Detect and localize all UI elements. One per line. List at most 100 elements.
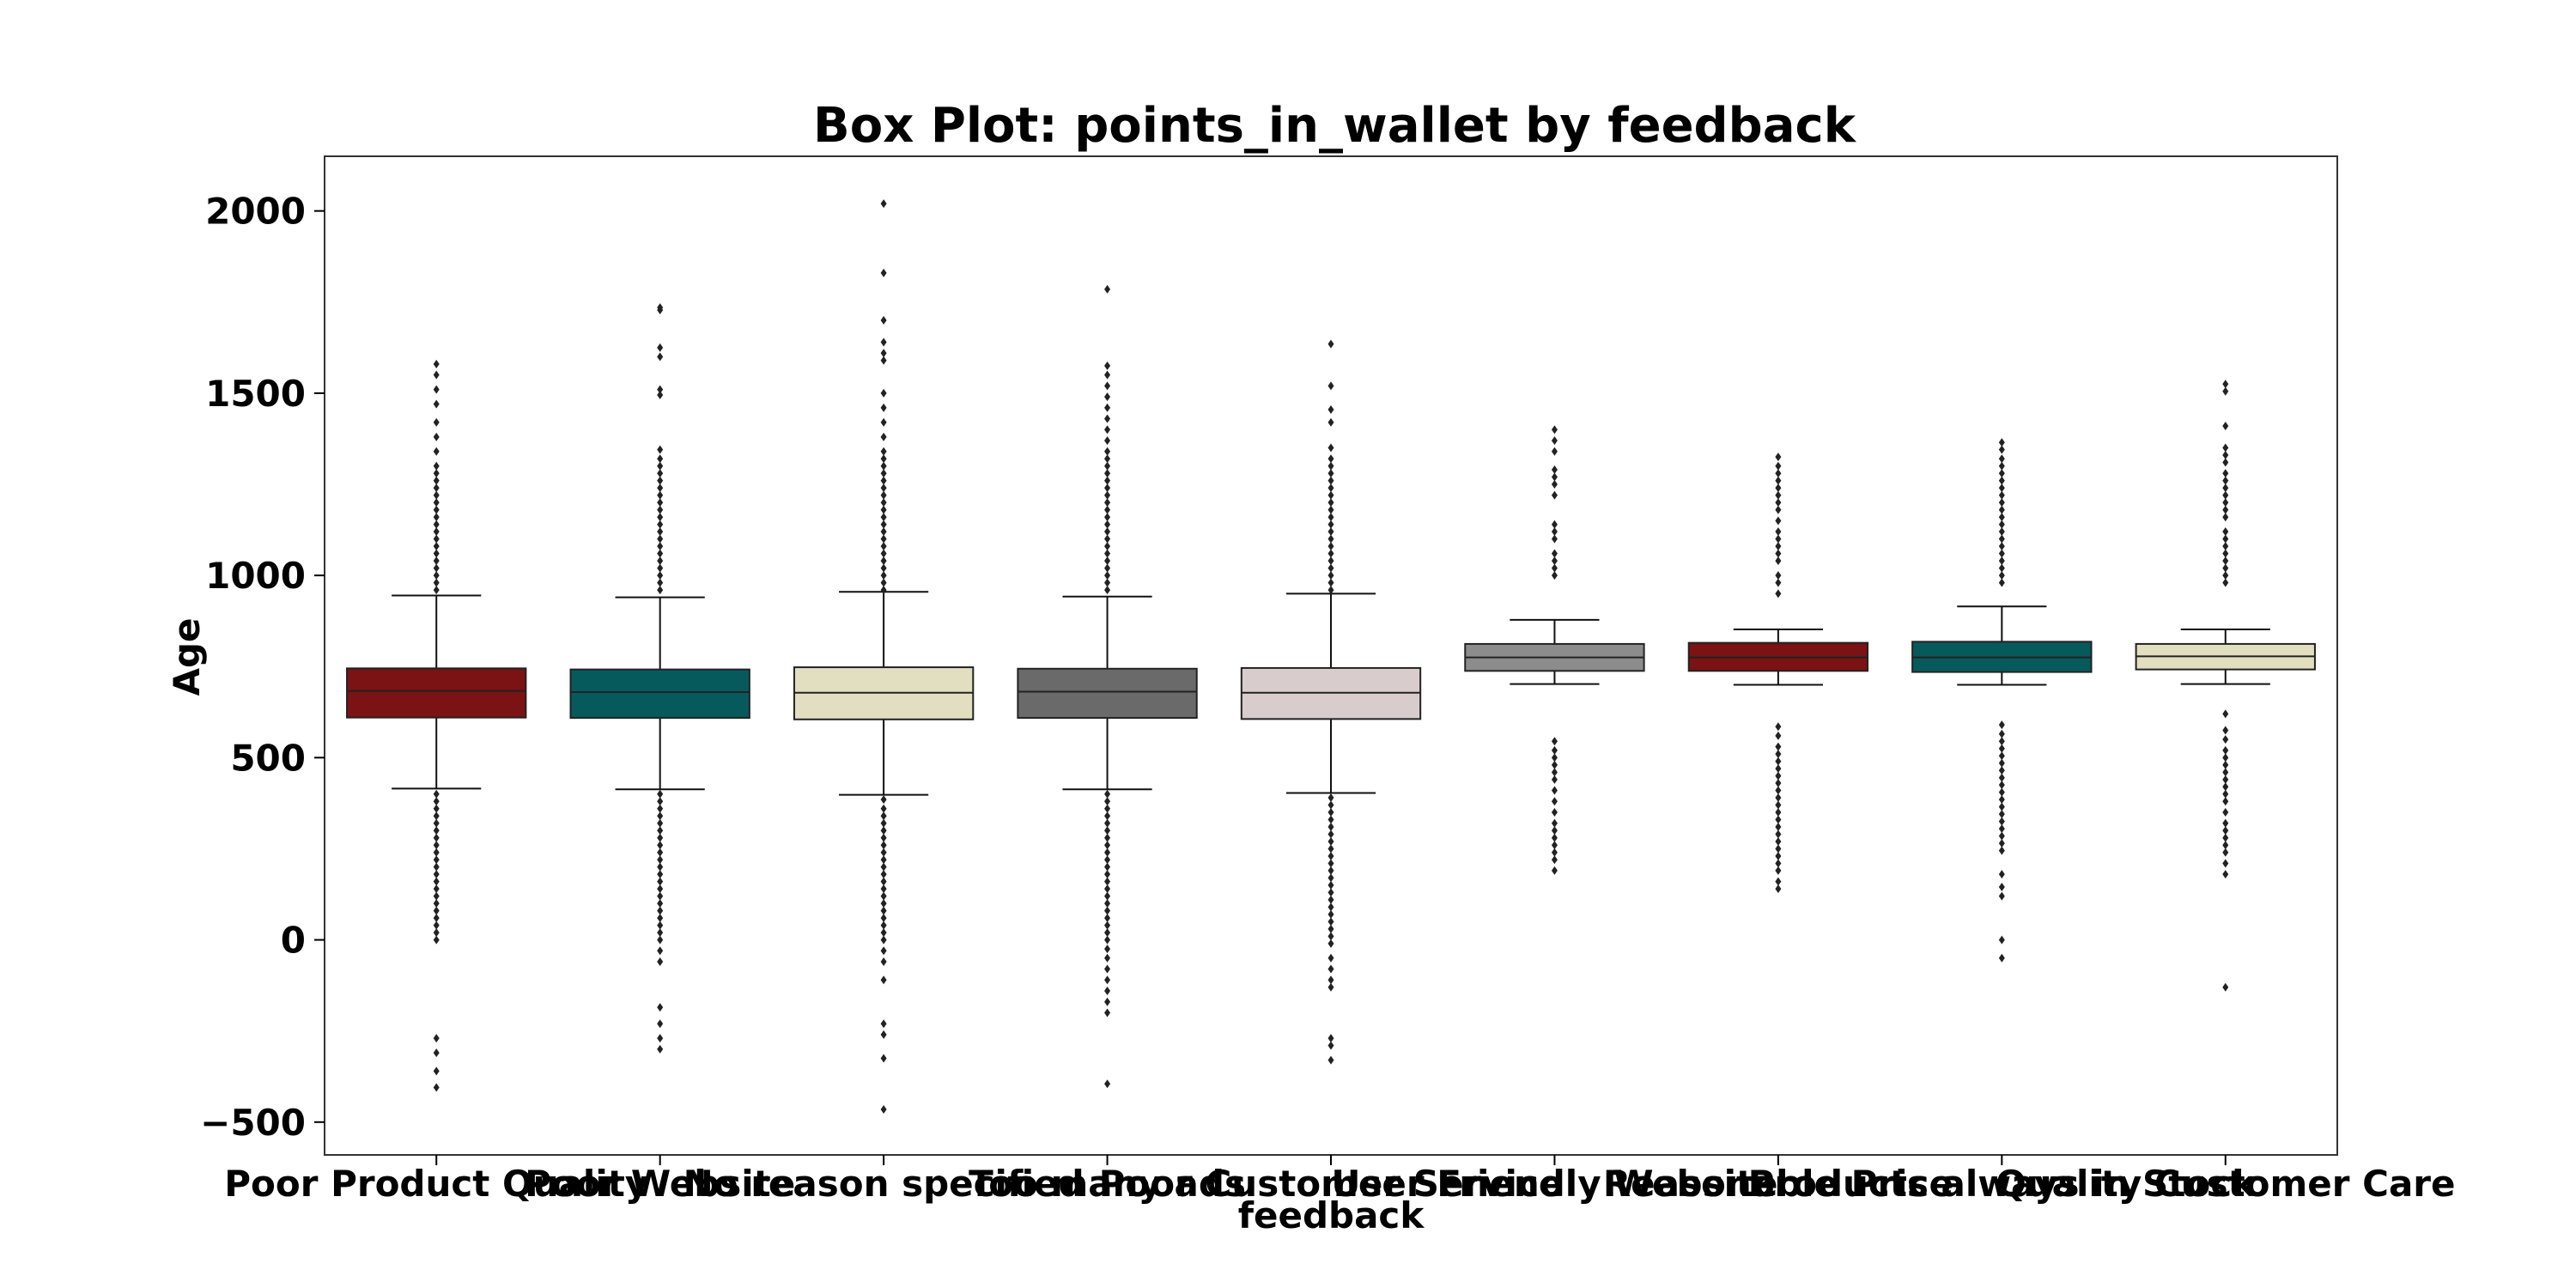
outlier-point — [1327, 461, 1334, 471]
outlier-point — [1327, 469, 1334, 478]
outlier-point — [1327, 822, 1334, 831]
outlier-point — [657, 527, 664, 537]
outlier-point — [1104, 1079, 1111, 1089]
outlier-point — [1775, 764, 1782, 774]
outlier-point — [1327, 578, 1334, 587]
x-tick-label: Poor Product Quality — [224, 1163, 648, 1205]
outlier-point — [1104, 461, 1111, 471]
outlier-point — [1104, 519, 1111, 529]
outlier-point — [433, 527, 440, 537]
outlier-point — [1998, 883, 2005, 892]
outlier-point — [1775, 453, 1782, 462]
outlier-point — [1998, 720, 2005, 730]
outlier-point — [433, 811, 440, 821]
outlier-point — [433, 586, 440, 595]
outlier-point — [433, 826, 440, 835]
outlier-point — [1104, 855, 1111, 865]
y-tick-label: 1000 — [205, 555, 306, 597]
outlier-point — [1104, 891, 1111, 901]
outlier-point — [1551, 841, 1558, 850]
outlier-point — [1998, 824, 2005, 834]
outlier-point — [657, 391, 664, 400]
outlier-point — [1775, 516, 1782, 526]
outlier-point — [1775, 877, 1782, 886]
outlier-point — [1775, 469, 1782, 478]
outlier-point — [657, 862, 664, 872]
box-group — [569, 303, 750, 1054]
outlier-point — [1775, 884, 1782, 894]
outlier-point — [1104, 811, 1111, 821]
outlier-point — [1104, 284, 1111, 294]
outlier-point — [880, 417, 887, 427]
box-series — [346, 199, 2316, 1114]
outlier-point — [1775, 866, 1782, 875]
box-group — [1911, 438, 2093, 963]
outlier-point — [880, 884, 887, 894]
outlier-point — [1998, 445, 2005, 454]
outlier-point — [433, 884, 440, 894]
outlier-point — [1551, 848, 1558, 857]
outlier-point — [433, 841, 440, 850]
outlier-point — [433, 399, 440, 409]
outlier-point — [1327, 829, 1334, 839]
box-iqr — [569, 668, 750, 720]
outlier-point — [880, 877, 887, 886]
outlier-point — [880, 935, 887, 945]
outlier-point — [433, 818, 440, 828]
outlier-point — [880, 906, 887, 915]
outlier-point — [880, 469, 887, 478]
outlier-point — [880, 841, 887, 850]
outlier-point — [880, 848, 887, 857]
outlier-point — [880, 571, 887, 580]
outlier-point — [1551, 436, 1558, 446]
y-tick-label: 1500 — [205, 373, 306, 415]
outlier-point — [1998, 469, 2005, 478]
outlier-point — [1775, 476, 1782, 485]
outlier-point — [657, 549, 664, 558]
outlier-point — [1775, 498, 1782, 507]
outlier-point — [1104, 964, 1111, 974]
outlier-point — [1775, 483, 1782, 493]
outlier-point — [1551, 490, 1558, 500]
outlier-point — [1104, 841, 1111, 850]
outlier-point — [1998, 744, 2005, 753]
outlier-point — [1327, 476, 1334, 485]
outlier-point — [1327, 844, 1334, 854]
outlier-point — [1104, 997, 1111, 1006]
outlier-point — [1327, 513, 1334, 522]
outlier-point — [657, 343, 664, 352]
outlier-point — [657, 811, 664, 821]
outlier-point — [1775, 549, 1782, 558]
chart-title: Box Plot: points_in_wallet by feedback — [813, 98, 1857, 154]
outlier-point — [1775, 571, 1782, 580]
outlier-point — [1104, 848, 1111, 857]
outlier-point — [657, 571, 664, 580]
outlier-point — [1551, 818, 1558, 828]
outlier-point — [433, 447, 440, 456]
outlier-point — [2222, 386, 2229, 396]
outlier-point — [1104, 505, 1111, 514]
outlier-point — [2222, 753, 2229, 762]
outlier-point — [1104, 392, 1111, 402]
outlier-point — [1327, 571, 1334, 580]
outlier-point — [657, 891, 664, 901]
outlier-point — [433, 490, 440, 500]
box-group — [793, 199, 975, 1114]
outlier-point — [1551, 786, 1558, 795]
outlier-point — [1998, 476, 2005, 485]
outlier-point — [657, 563, 664, 573]
outlier-point — [657, 884, 664, 894]
outlier-point — [1998, 751, 2005, 761]
outlier-point — [657, 804, 664, 813]
outlier-point — [2222, 469, 2229, 478]
y-tick-label: 0 — [281, 920, 306, 962]
outlier-point — [657, 920, 664, 930]
outlier-point — [880, 563, 887, 573]
outlier-point — [1327, 417, 1334, 427]
outlier-point — [2222, 505, 2229, 514]
outlier-point — [1998, 773, 2005, 782]
outlier-point — [657, 826, 664, 835]
outlier-point — [2222, 789, 2229, 799]
y-axis-label: Age — [166, 617, 208, 696]
box-group — [2135, 380, 2316, 992]
